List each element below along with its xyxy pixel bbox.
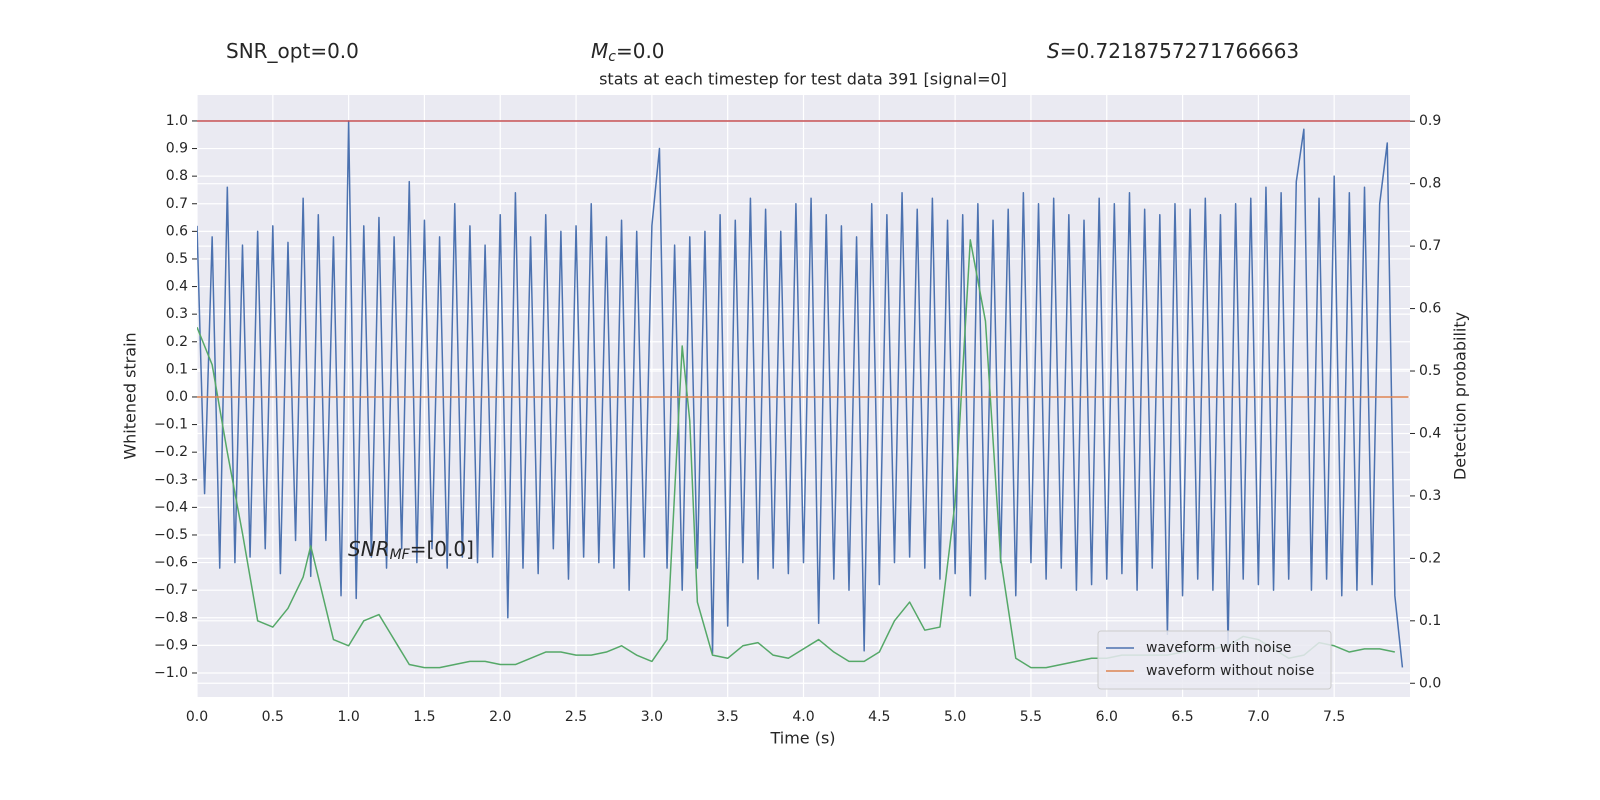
text-part: =0.0 — [616, 39, 665, 63]
text-part: c — [608, 49, 616, 65]
y-tick-label: 0.1 — [166, 361, 188, 377]
y-axis-label: Whitened strain — [121, 332, 140, 459]
y2-tick-label: 0.2 — [1419, 550, 1441, 566]
x-tick-label: 0.5 — [262, 709, 284, 725]
y2-tick-label: 0.4 — [1419, 425, 1441, 441]
header-stat: Mc=0.0 — [591, 39, 665, 66]
x-axis-label: Time (s) — [769, 729, 835, 748]
y2-tick-label: 0.3 — [1419, 488, 1441, 504]
x-tick-label: 7.5 — [1323, 709, 1345, 725]
y-tick-label: −0.1 — [154, 417, 188, 433]
y-tick-label: −0.5 — [154, 527, 188, 543]
y-tick-label: 1.0 — [166, 113, 188, 129]
header-stat: S=0.7218757271766663 — [1047, 39, 1299, 63]
text-part: =0.7218757271766663 — [1060, 39, 1299, 63]
text-part: =[0.0] — [410, 537, 474, 561]
x-tick-label: 3.5 — [717, 709, 739, 725]
x-tick-label: 5.0 — [944, 709, 966, 725]
y-tick-label: 0.6 — [166, 223, 188, 239]
legend-label: waveform with noise — [1146, 640, 1291, 656]
x-tick-label: 1.5 — [413, 709, 435, 725]
text-part: SNR — [348, 537, 390, 561]
x-tick-label: 4.0 — [792, 709, 814, 725]
y-tick-label: −0.6 — [154, 555, 188, 571]
x-tick-label: 4.5 — [868, 709, 890, 725]
x-tick-label: 5.5 — [1020, 709, 1042, 725]
x-tick-label: 6.0 — [1096, 709, 1118, 725]
chart-title: stats at each timestep for test data 391… — [599, 70, 1007, 89]
y-tick-label: 0.9 — [166, 141, 188, 157]
axes: 0.0 0.5 1.0 1.5 2.0 2.5 3.0 3.5 4.0 4.5 5.0 5.5 6.0 6… — [154, 113, 1441, 725]
y2-tick-label: 0.7 — [1419, 238, 1441, 254]
x-tick-label: 2.5 — [565, 709, 587, 725]
text-part: M — [591, 39, 608, 63]
x-tick-label: 7.0 — [1247, 709, 1269, 725]
y-tick-label: −0.4 — [154, 499, 188, 515]
legend-box — [1097, 630, 1332, 690]
y-tick-label: −0.8 — [154, 610, 188, 626]
y-tick-label: 0.7 — [166, 196, 188, 212]
y2-tick-label: 0.9 — [1419, 113, 1441, 129]
x-tick-label: 2.0 — [489, 709, 511, 725]
text-part: S — [1047, 39, 1060, 63]
y-tick-label: −0.3 — [154, 472, 188, 488]
x-tick-label: 1.0 — [337, 709, 359, 725]
y2-axis-label: Detection probability — [1451, 312, 1470, 480]
x-tick-label: 6.5 — [1171, 709, 1193, 725]
y-tick-label: 0.2 — [166, 334, 188, 350]
x-tick-label: 3.0 — [641, 709, 663, 725]
y-tick-label: 0.0 — [166, 389, 188, 405]
legend-label: waveform without noise — [1146, 663, 1314, 679]
y2-tick-label: 0.8 — [1419, 176, 1441, 192]
y-tick-label: 0.3 — [166, 306, 188, 322]
annotation: SNRMF=[0.0] — [348, 537, 474, 564]
header-stat: SNR_opt=0.0 — [226, 39, 359, 63]
y-tick-label: −0.7 — [154, 582, 188, 598]
x-tick-label: 0.0 — [186, 709, 208, 725]
y-tick-label: 0.8 — [166, 168, 188, 184]
y-tick-label: −1.0 — [154, 665, 188, 681]
y2-tick-label: 0.5 — [1419, 363, 1441, 379]
text-part: SNR_opt=0.0 — [226, 39, 359, 63]
y-tick-label: −0.9 — [154, 637, 188, 653]
y-tick-label: 0.5 — [166, 251, 188, 267]
y2-tick-label: 0.0 — [1419, 675, 1441, 691]
series-line — [197, 120, 1404, 668]
y-tick-label: −0.2 — [154, 444, 188, 460]
y2-tick-label: 0.6 — [1419, 301, 1441, 317]
y-tick-label: 0.4 — [166, 279, 188, 295]
y2-tick-label: 0.1 — [1419, 613, 1441, 629]
text-part: MF — [390, 547, 411, 563]
